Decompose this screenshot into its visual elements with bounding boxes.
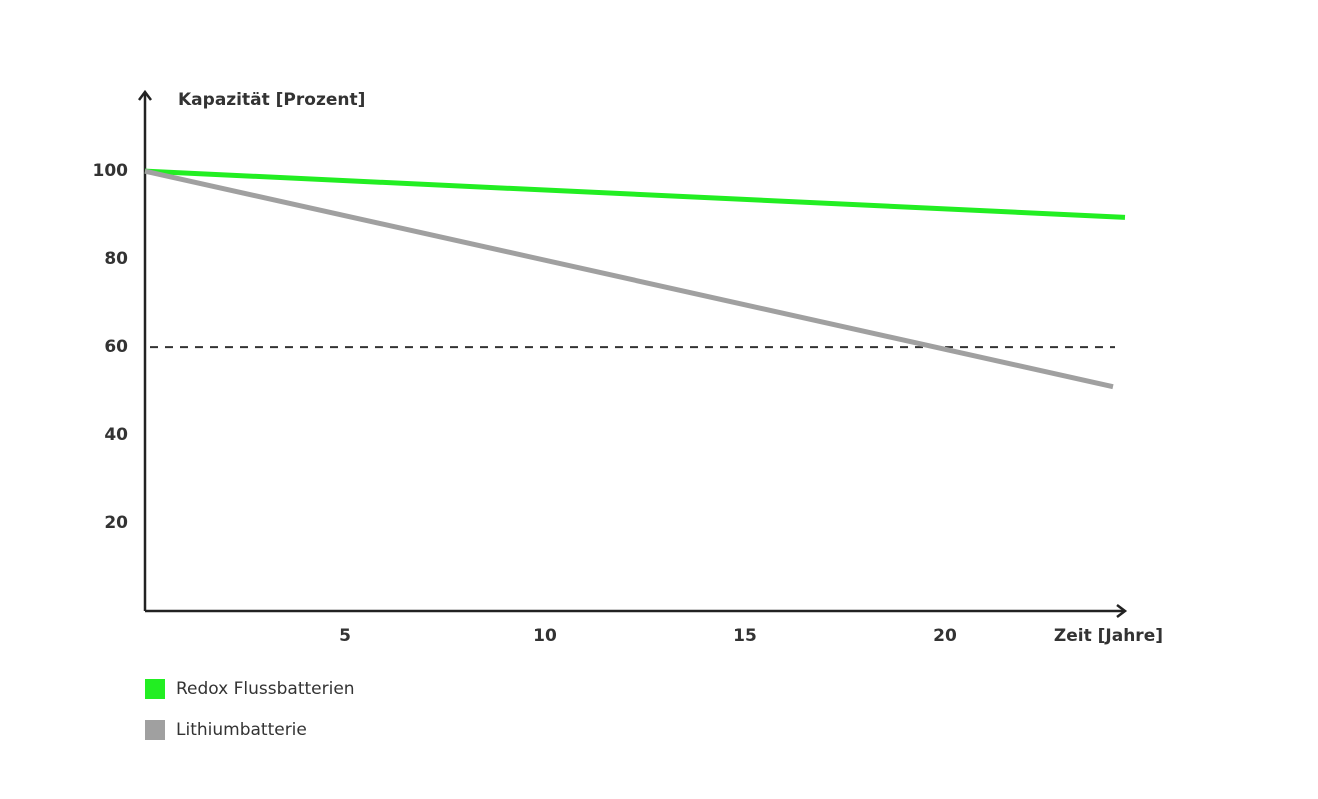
- y-tick-label: 60: [104, 337, 128, 357]
- y-axis-label: Kapazität [Prozent]: [178, 90, 365, 110]
- x-axis-arrow: [1116, 604, 1128, 618]
- series-line: [144, 168, 1126, 220]
- y-tick-label: 100: [93, 161, 129, 181]
- x-tick-label: 5: [339, 626, 351, 646]
- x-tick-label: 15: [733, 626, 757, 646]
- x-tick-label: 10: [533, 626, 557, 646]
- legend-swatch: [145, 720, 165, 740]
- x-axis-label: Zeit [Jahre]: [1054, 626, 1163, 646]
- legend-label: Lithiumbatterie: [176, 720, 307, 740]
- legend-swatch: [145, 679, 165, 699]
- y-tick-label: 20: [104, 513, 128, 533]
- y-tick-label: 40: [104, 425, 128, 445]
- x-tick-label: 20: [933, 626, 957, 646]
- y-tick-label: 80: [104, 249, 128, 269]
- legend-label: Redox Flussbatterien: [176, 679, 355, 699]
- series-line: [144, 168, 1114, 390]
- y-axis-arrow: [138, 89, 152, 101]
